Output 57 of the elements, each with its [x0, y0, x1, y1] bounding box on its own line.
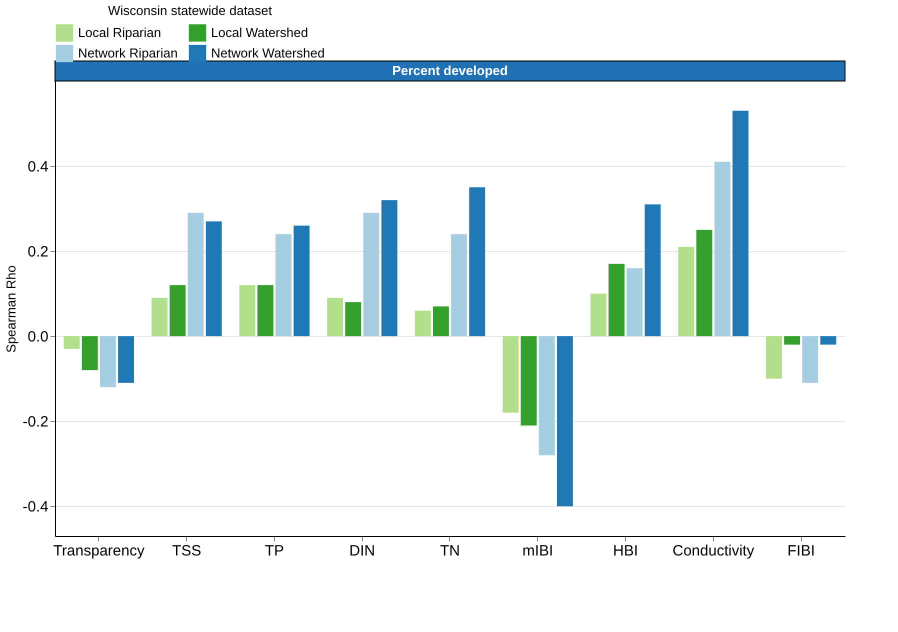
bar	[276, 234, 292, 336]
bar	[206, 221, 222, 336]
bar	[327, 298, 344, 336]
legend-label: Network Watershed	[211, 46, 325, 60]
y-tick-label: -0.2	[22, 414, 48, 431]
bar	[556, 336, 573, 506]
bar	[714, 162, 730, 336]
bar	[451, 234, 468, 336]
bar	[152, 298, 168, 336]
x-tick-label: FIBI	[787, 542, 815, 560]
bar	[784, 336, 800, 345]
bar	[590, 294, 606, 336]
x-tick-label: TP	[264, 542, 284, 560]
x-tick-label: TSS	[172, 542, 202, 560]
bar	[363, 212, 380, 336]
bar	[608, 264, 624, 336]
bar	[188, 212, 204, 336]
y-tick-label: -0.4	[22, 498, 48, 516]
legend-label: Network Riparian	[78, 46, 178, 60]
bar	[502, 336, 519, 413]
bar	[469, 187, 486, 336]
bar	[820, 336, 836, 345]
legend-title: Wisconsin statewide dataset	[108, 3, 272, 18]
bar	[732, 110, 748, 336]
bar	[644, 204, 661, 336]
y-tick-label: 0.4	[28, 158, 48, 176]
bar	[257, 285, 274, 336]
bar	[294, 226, 310, 336]
bar	[520, 336, 537, 426]
bar	[118, 336, 134, 383]
y-tick-label: 0.0	[28, 328, 48, 346]
chart-title: Percent developed	[392, 63, 508, 78]
bar	[538, 336, 555, 456]
legend-label: Local Watershed	[211, 24, 308, 40]
bar	[432, 306, 449, 336]
x-tick-label: Conductivity	[672, 542, 755, 560]
x-tick-label: mIBI	[522, 542, 554, 560]
bar	[82, 336, 98, 370]
legend-label: Local Riparian	[78, 24, 162, 40]
bar	[170, 285, 186, 336]
bar	[696, 230, 712, 336]
bar	[802, 336, 818, 383]
bar	[64, 336, 80, 349]
bar	[626, 268, 643, 336]
x-tick-label: Transparency	[53, 542, 145, 560]
bar	[381, 200, 398, 336]
bar	[345, 302, 362, 336]
x-tick-label: DIN	[349, 542, 376, 560]
bar	[100, 336, 116, 388]
bar	[678, 246, 694, 336]
bar	[766, 336, 782, 379]
bar	[414, 310, 431, 336]
y-axis-title: Spearman Rho	[4, 265, 19, 353]
bar	[239, 285, 256, 336]
x-tick-label: TN	[440, 542, 460, 560]
y-tick-label: 0.2	[28, 244, 48, 261]
x-tick-label: HBI	[613, 542, 638, 560]
